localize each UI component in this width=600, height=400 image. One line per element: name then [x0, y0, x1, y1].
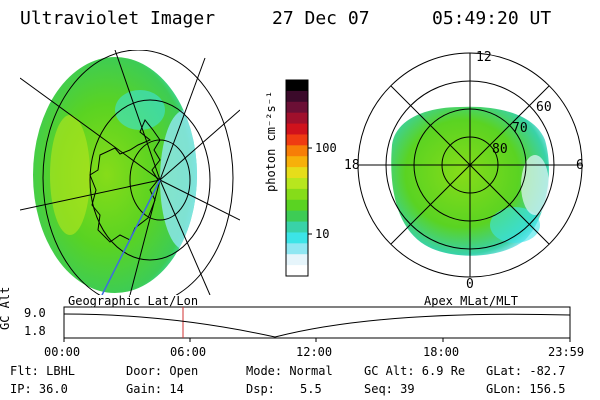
- timeline-tick-1200: 12:00: [296, 345, 333, 359]
- timeline-tick-0600: 06:00: [170, 345, 207, 359]
- continent-outline: [89, 119, 161, 243]
- colorbar-tick-10: 10: [315, 227, 330, 241]
- colorbar-cell: [286, 221, 308, 233]
- timeline-axis-label: GC Alt: [0, 286, 12, 330]
- timeline-ymin: 1.8: [24, 324, 46, 338]
- mlt-label-6: 6: [576, 158, 584, 173]
- door-value: Door: Open: [126, 364, 199, 378]
- colorbar-cell: [286, 112, 308, 125]
- mode-value: Mode: Normal: [246, 364, 333, 378]
- geographic-image-panel: [20, 50, 240, 295]
- colorbar-cell: [286, 134, 308, 146]
- gc-alt-value: GC Alt: 6.9 Re: [364, 364, 466, 378]
- dsp-label: Dsp:: [246, 382, 275, 396]
- colorbar-cell: [286, 101, 308, 114]
- altitude-curve: [63, 313, 571, 338]
- colorbar-cell: [286, 243, 308, 255]
- colorbar-cell: [286, 178, 308, 190]
- terminator-line: [101, 179, 161, 295]
- colorbar-cell: [286, 232, 308, 244]
- mlt-label-12: 12: [476, 50, 492, 65]
- glat-value: GLat: -82.7: [486, 364, 566, 378]
- dsp-value: 5.5: [300, 382, 322, 396]
- apex-label: Apex MLat/MLT: [424, 294, 518, 308]
- mlt-label-0: 0: [466, 277, 474, 290]
- polar-plot-panel: 12 0 18 6 60 70 80: [344, 50, 584, 290]
- timeline-ymax: 9.0: [24, 306, 46, 320]
- colorbar: [285, 79, 312, 277]
- colorbar-cell: [286, 188, 308, 201]
- altitude-timeline: [63, 306, 571, 342]
- colorbar-cell: [286, 254, 308, 266]
- filter-value: Flt: LBHL: [10, 364, 76, 378]
- lat-label-80: 80: [492, 142, 508, 157]
- glon-value: GLon: 156.5: [486, 382, 566, 396]
- time-label: 05:49:20 UT: [432, 8, 552, 29]
- mlt-label-18: 18: [344, 158, 360, 173]
- polar-grid: [357, 52, 583, 278]
- instrument-title: Ultraviolet Imager: [20, 8, 216, 29]
- lat-label-70: 70: [512, 121, 528, 136]
- colorbar-cell: [286, 123, 308, 135]
- timeline-tick-0000: 00:00: [44, 345, 81, 359]
- colorbar-unit-label: photon cm⁻²s⁻¹: [264, 90, 278, 192]
- seq-value: Seq: 39: [364, 382, 415, 396]
- colorbar-tick-100: 100: [315, 141, 337, 155]
- colorbar-cell: [286, 145, 308, 157]
- timeline-tick-1800: 18:00: [423, 345, 460, 359]
- lat-label-60: 60: [536, 100, 552, 115]
- colorbar-cell: [286, 167, 308, 179]
- colorbar-cell: [286, 210, 308, 223]
- timeline-tick-2359: 23:59: [548, 345, 585, 359]
- gain-value: Gain: 14: [126, 382, 184, 396]
- colorbar-cell: [286, 90, 308, 103]
- colorbar-cell: [286, 199, 308, 212]
- geographic-label: Geographic Lat/Lon: [68, 294, 199, 308]
- colorbar-cell: [286, 80, 308, 92]
- colorbar-cell: [286, 156, 308, 168]
- date-label: 27 Dec 07: [272, 8, 370, 29]
- ip-value: IP: 36.0: [10, 382, 68, 396]
- colorbar-cell: [286, 265, 308, 277]
